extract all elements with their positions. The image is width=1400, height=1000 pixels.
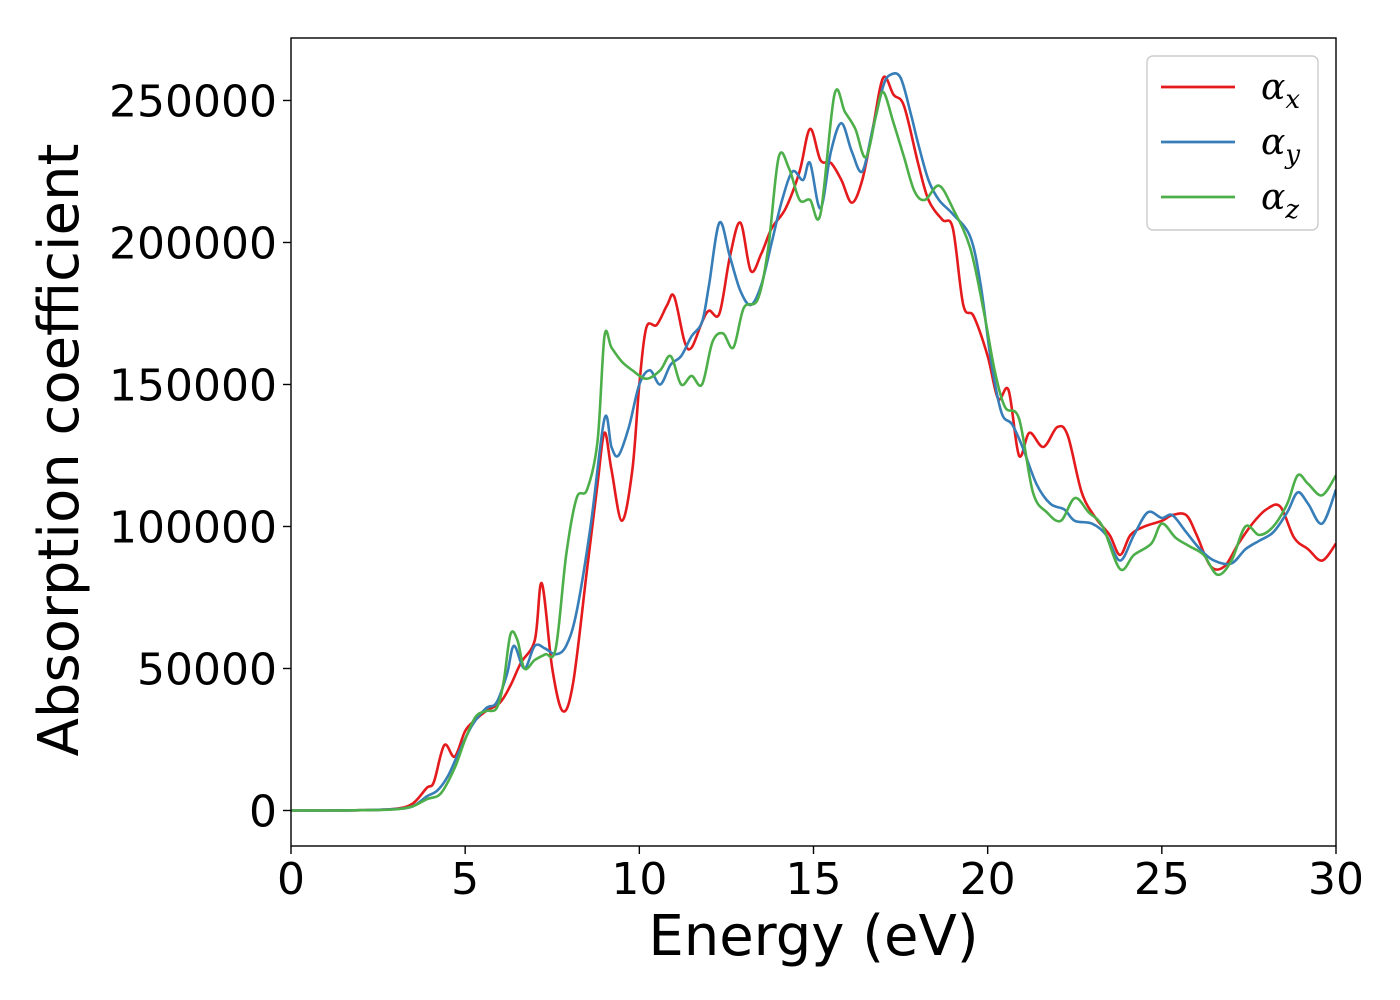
series-line-y — [291, 72, 1336, 812]
y-tick-label: 50000 — [137, 644, 277, 695]
x-tick-label: 30 — [1308, 854, 1364, 905]
y-tick-label: 250000 — [109, 76, 277, 127]
x-tick-label: 0 — [277, 854, 305, 905]
legend-label-y: αy — [1261, 122, 1300, 170]
series-line-z — [291, 88, 1336, 812]
x-tick-label: 20 — [960, 854, 1016, 905]
x-axis-label: Energy (eV) — [648, 904, 978, 969]
x-tick-label: 15 — [786, 854, 842, 905]
y-tick-label: 0 — [249, 786, 277, 837]
legend: αx αy αz — [1146, 55, 1319, 231]
x-tick-label: 10 — [611, 854, 667, 905]
y-axis-label: Absorption coefficient — [27, 144, 92, 757]
y-tick-label: 100000 — [109, 502, 277, 553]
x-tick-label: 5 — [451, 854, 479, 905]
y-tick-label: 150000 — [109, 360, 277, 411]
series-lines — [291, 72, 1336, 812]
x-tick-label: 25 — [1134, 854, 1190, 905]
y-tick-label: 200000 — [109, 218, 277, 269]
legend-label-z: αz — [1261, 177, 1299, 225]
legend-label-x: αx — [1261, 67, 1300, 115]
axis-ticks: 0 5 10 15 20 25 30 0 50000 100000 150000 200000 2500… — [109, 76, 1364, 905]
